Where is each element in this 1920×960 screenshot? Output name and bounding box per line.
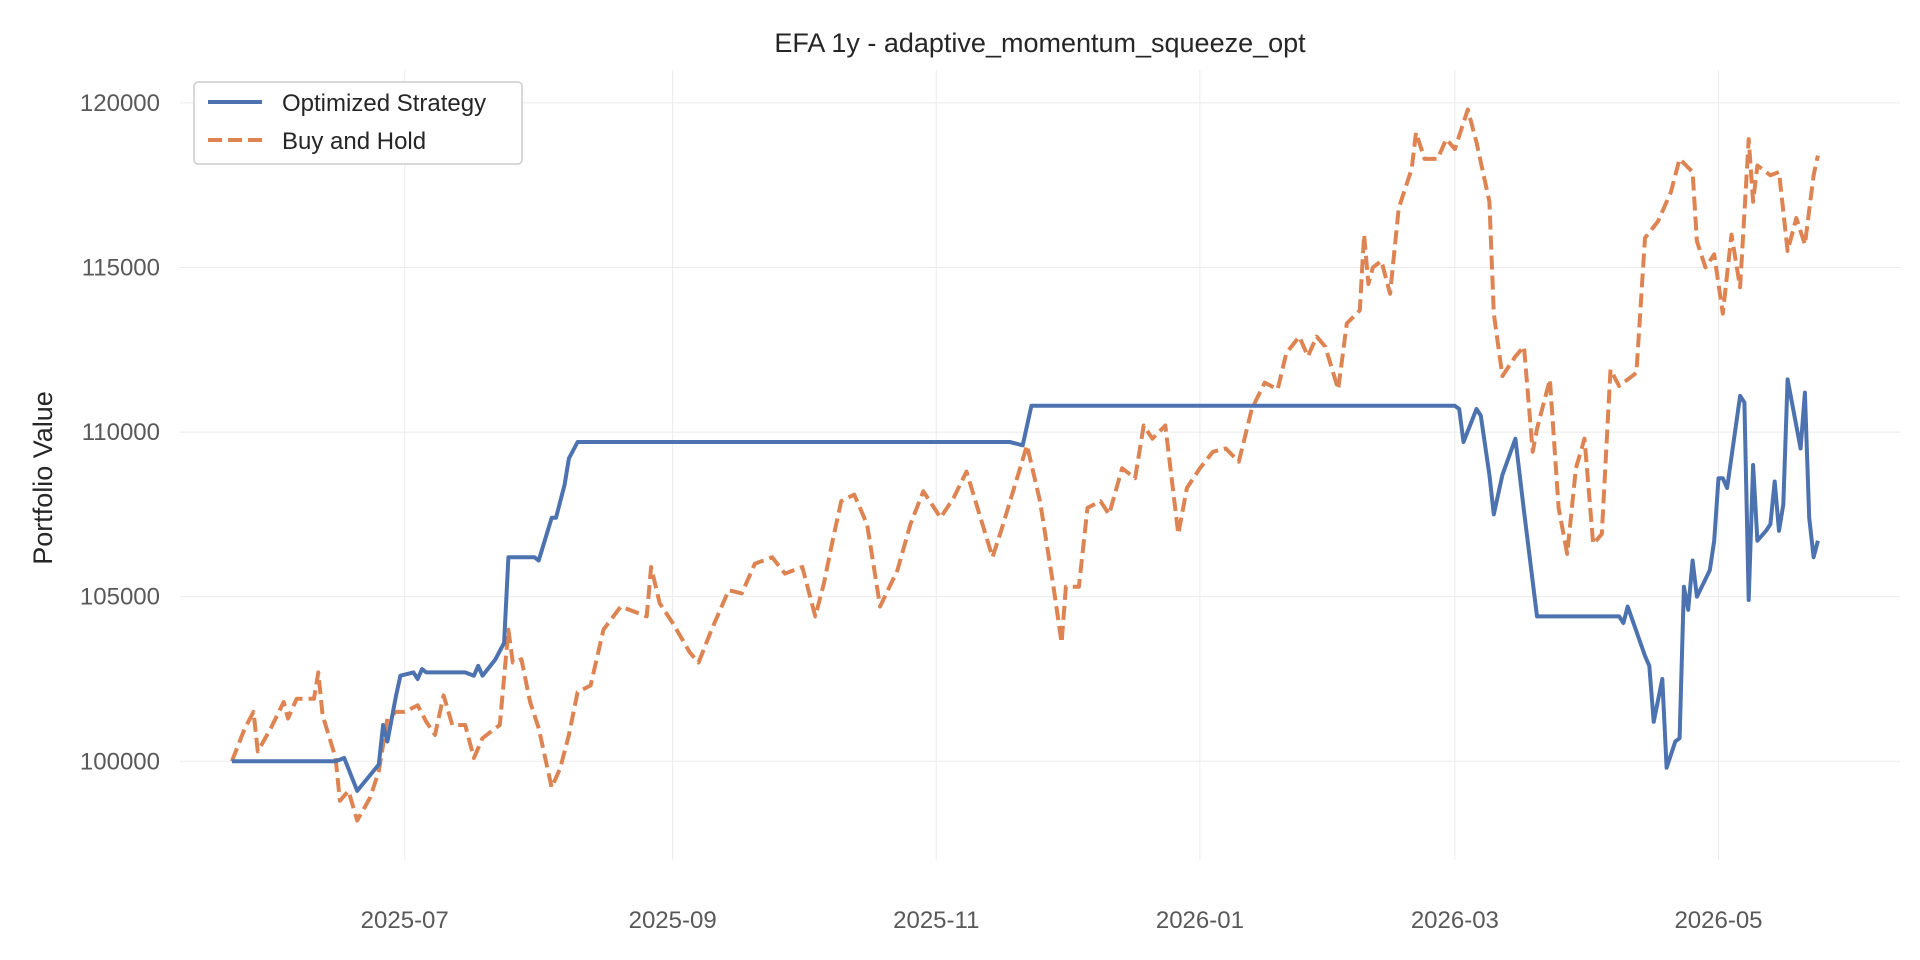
y-axis-label: Portfolio Value <box>28 391 58 565</box>
y-tick-label: 110000 <box>82 419 160 446</box>
x-tick-label: 2026-05 <box>1674 907 1762 934</box>
x-tick-label: 2026-03 <box>1411 907 1499 934</box>
series-lines <box>230 107 1820 823</box>
x-tick-label: 2025-07 <box>361 907 449 934</box>
legend: Optimized Strategy Buy and Hold <box>193 81 523 165</box>
legend-label-buy-and-hold: Buy and Hold <box>282 128 426 155</box>
y-tick-label: 120000 <box>80 90 160 117</box>
y-tick-label: 100000 <box>80 748 160 775</box>
x-tick-label: 2026-01 <box>1156 907 1244 934</box>
y-tick-label: 115000 <box>82 255 160 282</box>
chart-title: EFA 1y - adaptive_momentum_squeeze_opt <box>774 28 1306 58</box>
x-axis: 2025-07 2025-09 2025-11 2026-01 2026-03 2026-… <box>361 907 1763 934</box>
y-tick-label: 105000 <box>80 584 160 611</box>
x-tick-label: 2025-09 <box>629 907 717 934</box>
y-axis: 100000 105000 110000 115000 120000 <box>80 90 160 775</box>
series-line-buy-and-hold <box>230 107 1820 823</box>
series-line-optimized-strategy <box>231 377 1820 793</box>
legend-frame <box>193 81 523 165</box>
legend-label-optimized-strategy: Optimized Strategy <box>282 90 486 117</box>
x-tick-label: 2025-11 <box>893 907 979 934</box>
grid <box>180 70 1900 860</box>
